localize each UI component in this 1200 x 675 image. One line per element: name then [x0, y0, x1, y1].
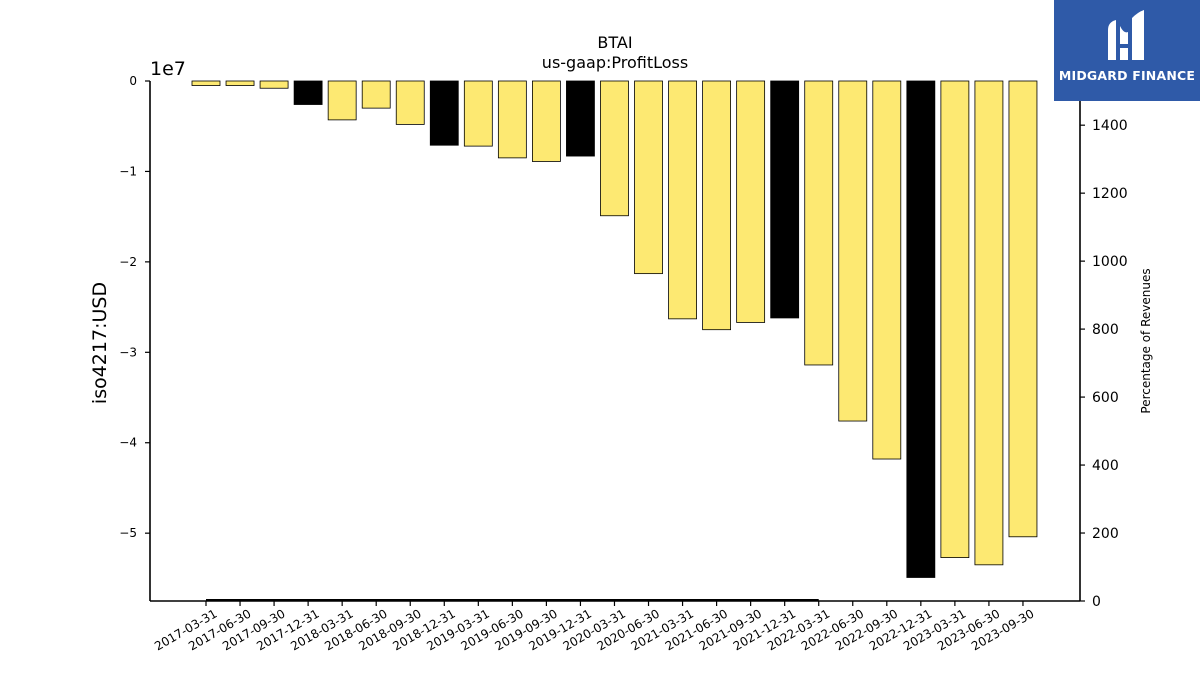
- y2-tick-label: 600: [1092, 390, 1119, 406]
- y2-tick-label: 200: [1092, 526, 1119, 542]
- y2-tick-label: 1200: [1092, 186, 1128, 202]
- y-axis-ticks: 0 −1 −2 −3 −4 −5: [119, 74, 150, 540]
- bar: [327, 80, 357, 121]
- bar: [259, 80, 289, 89]
- bar: [668, 80, 697, 320]
- y2-tick-label: 1400: [1092, 118, 1128, 134]
- midgard-finance-logo: MIDGARD FINANCE: [1054, 0, 1200, 101]
- y-tick-label: −1: [119, 164, 137, 178]
- y-tick-label: −2: [119, 255, 137, 269]
- bar: [804, 80, 834, 366]
- y2-axis-ticks: 0 200 400 600 800 1000 1200 1400: [1080, 118, 1128, 610]
- bar: [293, 80, 323, 105]
- bar: [736, 80, 766, 323]
- y2-tick-label: 400: [1092, 458, 1119, 474]
- bar: [532, 80, 561, 162]
- y-offset-label: 1e7: [150, 58, 186, 80]
- bar: [1008, 80, 1038, 538]
- chart-title: BTAI: [597, 33, 632, 52]
- logo-text: MIDGARD FINANCE: [1058, 68, 1196, 83]
- bar: [838, 80, 868, 422]
- bar: [497, 80, 527, 159]
- y-tick-label: −4: [119, 436, 137, 450]
- y2-tick-label: 1000: [1092, 254, 1128, 270]
- bar: [872, 80, 902, 460]
- bar: [906, 80, 936, 578]
- x-axis-ticks: 2017-03-312017-06-302017-09-302017-12-31…: [152, 601, 1036, 653]
- bar: [770, 80, 800, 319]
- chart-subtitle: us-gaap:ProfitLoss: [542, 53, 688, 72]
- midgard-logo-icon: [1108, 10, 1144, 60]
- y-tick-label: −5: [119, 526, 137, 540]
- bar: [702, 80, 731, 331]
- y2-axis-label: Percentage of Revenues: [1139, 268, 1153, 413]
- y2-tick-label: 0: [1092, 594, 1101, 610]
- bar: [600, 80, 629, 217]
- y-axis-label: iso4217:USD: [89, 282, 111, 404]
- bar: [634, 80, 663, 275]
- bar: [395, 80, 425, 125]
- bar: [225, 80, 255, 86]
- y-tick-label: −3: [119, 345, 137, 359]
- bar: [191, 80, 221, 86]
- bar: [463, 80, 493, 147]
- y2-tick-label: 800: [1092, 322, 1119, 338]
- bar: [361, 80, 391, 109]
- bar: [429, 80, 459, 146]
- bar: [974, 80, 1004, 566]
- bar: [566, 80, 595, 157]
- y-tick-label: 0: [129, 74, 137, 88]
- bar: [940, 80, 970, 558]
- bar-series: [191, 80, 1038, 578]
